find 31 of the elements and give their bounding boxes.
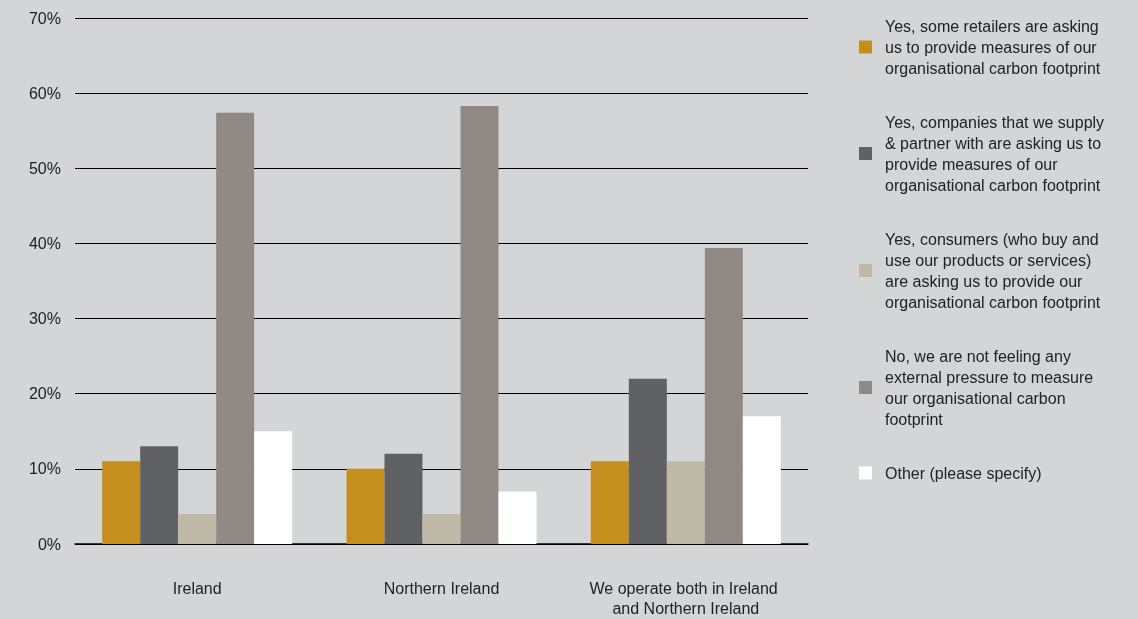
- bar: [422, 513, 461, 544]
- bar: [590, 461, 629, 544]
- y-tick-label: 70%: [28, 9, 61, 27]
- bar: [628, 378, 667, 544]
- bar: [346, 468, 385, 544]
- x-tick-label: We operate both in Ireland and Northern Ireland: [589, 579, 783, 617]
- legend-label: Yes, some retailers are asking us to provide measures of our organisational carbon footprint: [885, 17, 1104, 77]
- x-tick-label: Northern Ireland: [383, 579, 500, 597]
- y-tick-label: 0%: [37, 535, 61, 553]
- bar: [140, 446, 179, 544]
- y-tick-label: 40%: [28, 234, 61, 252]
- legend-label: Yes, companies that we supply & partner with are asking us to provide measures of our organisational carbon footprint: [885, 113, 1109, 194]
- legend-label: Other (please specify): [885, 464, 1042, 482]
- bar: [460, 105, 499, 544]
- y-tick-label: 50%: [28, 159, 61, 177]
- bar: [254, 431, 293, 544]
- bar: [216, 112, 255, 544]
- bar: [742, 416, 781, 544]
- legend-label: No, we are not feeling any external pressure to measure our organisational carbon footprint: [885, 347, 1098, 428]
- bar: [498, 491, 537, 544]
- bar: [384, 453, 423, 544]
- y-tick-label: 60%: [28, 84, 61, 102]
- bar: [666, 461, 705, 544]
- bar: [704, 247, 743, 544]
- y-tick-label: 10%: [28, 460, 61, 478]
- x-tick-label: Ireland: [172, 579, 222, 597]
- bar: [178, 513, 217, 544]
- y-tick-label: 30%: [28, 310, 61, 328]
- y-tick-label: 20%: [28, 385, 61, 403]
- legend-label: Yes, consumers (who buy and use our products or services) are asking us to provide our organisational carbon footprint: [885, 230, 1104, 311]
- bar: [102, 461, 141, 544]
